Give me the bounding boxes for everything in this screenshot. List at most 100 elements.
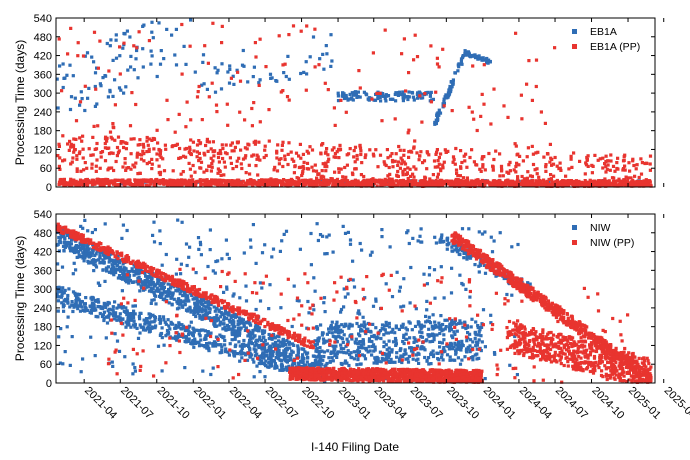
point-niw-main bbox=[124, 325, 128, 329]
point-niw-main bbox=[220, 348, 224, 352]
point-niw-main bbox=[136, 336, 141, 340]
point-eb1a-pp bbox=[418, 154, 422, 158]
point-eb1a-pp bbox=[603, 162, 607, 166]
point-eb1a-pp bbox=[199, 160, 204, 164]
point-eb1a-pp bbox=[422, 181, 427, 185]
point-niw-main bbox=[117, 303, 121, 307]
point-niw-main bbox=[173, 326, 177, 330]
point-eb1a-main bbox=[71, 74, 75, 78]
point-eb1a-pp bbox=[106, 178, 110, 182]
point-eb1a-main bbox=[129, 54, 133, 58]
point-eb1a-pp bbox=[534, 151, 538, 155]
point-niw-main bbox=[215, 307, 219, 311]
point-eb1a-pp bbox=[115, 178, 119, 182]
point-eb1a-pp bbox=[234, 182, 238, 186]
point-niw-main bbox=[106, 315, 110, 319]
point-niw-main bbox=[454, 352, 458, 356]
point-eb1a-pp bbox=[129, 182, 133, 186]
point-eb1a-pp bbox=[518, 154, 522, 158]
point-niw-main bbox=[335, 320, 339, 324]
point-niw-main bbox=[111, 266, 115, 270]
point-eb1a-main bbox=[456, 69, 460, 73]
point-eb1a-pp bbox=[411, 182, 415, 186]
point-niw-main bbox=[361, 346, 365, 350]
point-eb1a-pp bbox=[485, 180, 489, 184]
point-niw-main bbox=[167, 301, 171, 305]
point-niw-main bbox=[139, 325, 143, 329]
point-niw-main bbox=[179, 327, 183, 331]
point-eb1a-pp bbox=[250, 154, 254, 158]
point-niw-main bbox=[195, 298, 199, 302]
point-niw-main bbox=[427, 273, 431, 277]
point-niw-main bbox=[133, 325, 137, 329]
point-niw-main bbox=[287, 342, 291, 346]
point-eb1a-pp bbox=[253, 41, 257, 45]
point-niw-main bbox=[119, 269, 123, 273]
point-niw-main bbox=[297, 361, 301, 365]
point-eb1a-pp bbox=[613, 169, 617, 173]
point-niw-main bbox=[346, 340, 350, 344]
point-eb1a-pp bbox=[385, 148, 389, 152]
point-niw-main bbox=[106, 265, 110, 269]
point-eb1a-pp bbox=[155, 128, 159, 132]
point-eb1a-pp bbox=[379, 180, 383, 184]
point-eb1a-pp bbox=[331, 184, 335, 188]
point-niw-main bbox=[197, 332, 201, 336]
point-eb1a-main bbox=[184, 62, 188, 66]
point-niw-main bbox=[176, 298, 180, 302]
point-eb1a-pp bbox=[425, 167, 429, 171]
point-eb1a-pp bbox=[205, 178, 209, 182]
point-niw-main bbox=[255, 343, 259, 347]
point-eb1a-pp bbox=[548, 184, 552, 188]
point-niw-main bbox=[184, 295, 188, 299]
point-niw-main bbox=[174, 323, 178, 327]
point-eb1a-pp bbox=[396, 163, 400, 167]
point-eb1a-pp bbox=[178, 179, 182, 183]
point-eb1a-pp bbox=[344, 110, 348, 114]
point-niw-main bbox=[105, 269, 109, 273]
point-eb1a-pp bbox=[591, 164, 595, 168]
point-eb1a-pp bbox=[177, 112, 181, 116]
point-niw-main bbox=[414, 353, 418, 357]
point-niw-main bbox=[130, 318, 134, 322]
point-eb1a-pp bbox=[224, 179, 229, 183]
point-eb1a-pp bbox=[422, 159, 427, 163]
point-eb1a-main bbox=[65, 73, 69, 77]
point-niw-main bbox=[113, 259, 117, 263]
point-eb1a-pp bbox=[238, 79, 243, 83]
point-niw-main bbox=[122, 305, 126, 309]
point-eb1a-main bbox=[287, 77, 291, 81]
point-niw-main bbox=[147, 289, 152, 293]
point-niw-main bbox=[117, 315, 121, 319]
point-niw-main bbox=[97, 305, 102, 309]
point-eb1a-pp bbox=[590, 171, 594, 175]
point-niw-main bbox=[236, 352, 240, 356]
point-niw-main bbox=[408, 336, 412, 340]
point-niw-main bbox=[427, 356, 431, 360]
point-eb1a-pp bbox=[370, 184, 374, 188]
point-niw-main bbox=[253, 344, 257, 348]
point-eb1a-main bbox=[62, 76, 66, 80]
point-niw-main bbox=[194, 309, 198, 314]
point-eb1a-main bbox=[85, 51, 90, 55]
point-niw-main bbox=[212, 322, 216, 326]
point-eb1a-pp bbox=[433, 165, 437, 169]
point-niw-main bbox=[91, 260, 95, 265]
point-eb1a-pp bbox=[412, 175, 416, 179]
point-niw-main bbox=[284, 229, 289, 233]
point-eb1a-pp bbox=[108, 130, 113, 134]
point-niw-main bbox=[148, 316, 152, 320]
point-niw-main bbox=[163, 320, 167, 324]
point-eb1a-pp bbox=[605, 167, 609, 171]
point-niw-main bbox=[389, 357, 393, 361]
point-niw-main bbox=[218, 320, 223, 324]
point-eb1a-main bbox=[430, 98, 434, 102]
point-niw-main bbox=[341, 224, 345, 228]
point-eb1a-pp bbox=[526, 170, 530, 174]
point-eb1a-pp bbox=[367, 180, 371, 184]
point-eb1a-pp bbox=[221, 156, 225, 161]
point-niw-main bbox=[262, 330, 266, 334]
point-niw-main bbox=[364, 331, 368, 336]
point-niw-main bbox=[241, 318, 245, 322]
point-niw-main bbox=[80, 242, 84, 246]
